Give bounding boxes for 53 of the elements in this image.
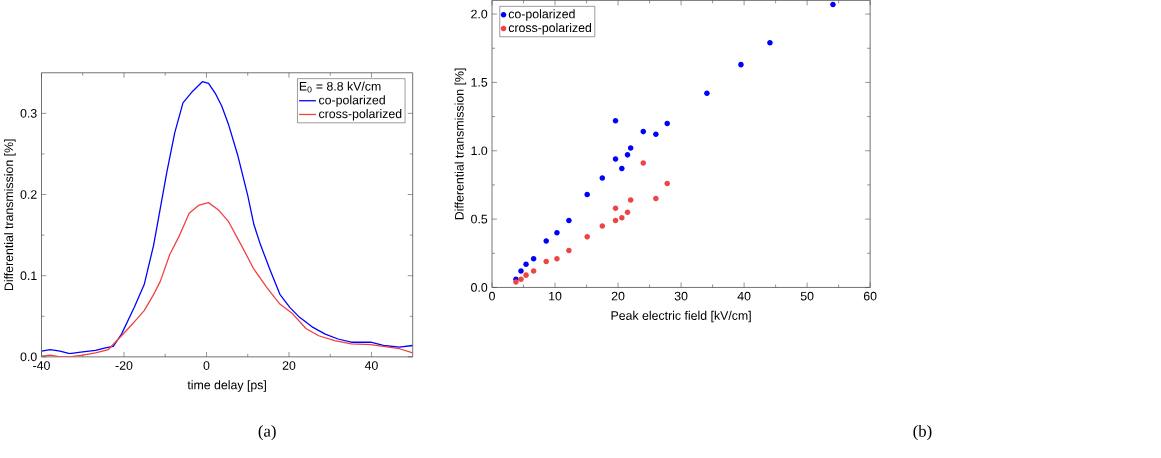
point — [830, 1, 836, 8]
point — [704, 90, 710, 96]
point — [612, 156, 619, 162]
text: (b) — [913, 424, 932, 441]
point — [612, 205, 619, 211]
x-tick-label: 0 — [489, 291, 495, 301]
y-tick-label: 1.5 — [471, 77, 488, 87]
x-tick-label: -20 — [115, 361, 133, 370]
point — [566, 247, 572, 254]
y-tick-label: 1.0 — [471, 146, 488, 155]
line-series — [41, 201, 413, 357]
point — [612, 117, 619, 124]
legend-label: co-polarized — [508, 9, 575, 21]
point — [584, 191, 590, 198]
point — [653, 195, 659, 202]
point — [624, 209, 631, 215]
x-tick-label: 40 — [737, 291, 751, 301]
y-tick-label: 0.2 — [20, 190, 37, 199]
point — [530, 255, 537, 262]
x-tick-label: 60 — [863, 291, 877, 301]
x-axis-title: time delay [ps] — [187, 380, 266, 392]
x-tick-label: 40 — [364, 361, 378, 370]
x-tick-label: 10 — [549, 291, 562, 301]
point — [619, 165, 625, 172]
point — [566, 217, 572, 224]
y-tick-label: 2.0 — [471, 9, 488, 19]
point — [624, 151, 631, 158]
x-tick-label: 20 — [282, 361, 296, 370]
legend-title: E$_{0}$ = 8.8 kV/cm — [299, 81, 381, 93]
x-axis-title: Peak electric field [kV/cm] — [611, 310, 751, 323]
x-tick-label: 30 — [674, 291, 688, 301]
point — [518, 268, 524, 274]
point — [664, 180, 670, 187]
y-tick-label: 0.5 — [471, 214, 488, 224]
x-tick-label: 0 — [203, 361, 210, 370]
point — [640, 128, 647, 135]
y-tick-label: 0.0 — [471, 282, 488, 292]
point — [664, 120, 670, 127]
y-axis-title: Differential transmission [%] — [4, 139, 16, 290]
y-tick-label: 0.3 — [20, 108, 37, 118]
x-tick-label: 50 — [800, 291, 814, 301]
point — [530, 268, 537, 274]
point — [543, 258, 549, 265]
y-tick-label: 0.0 — [20, 352, 37, 362]
y-axis-title: Differential transmission [%] — [454, 68, 467, 220]
legend-label: cross-polarized — [508, 22, 592, 35]
text: (a) — [258, 424, 276, 441]
point — [653, 131, 659, 137]
legend-label: cross-polarized — [319, 108, 402, 121]
x-tick-label: -40 — [33, 361, 50, 370]
legend-label: co-polarized — [319, 95, 385, 107]
x-tick-label: 20 — [611, 291, 625, 301]
y-tick-label: 0.1 — [20, 271, 37, 280]
